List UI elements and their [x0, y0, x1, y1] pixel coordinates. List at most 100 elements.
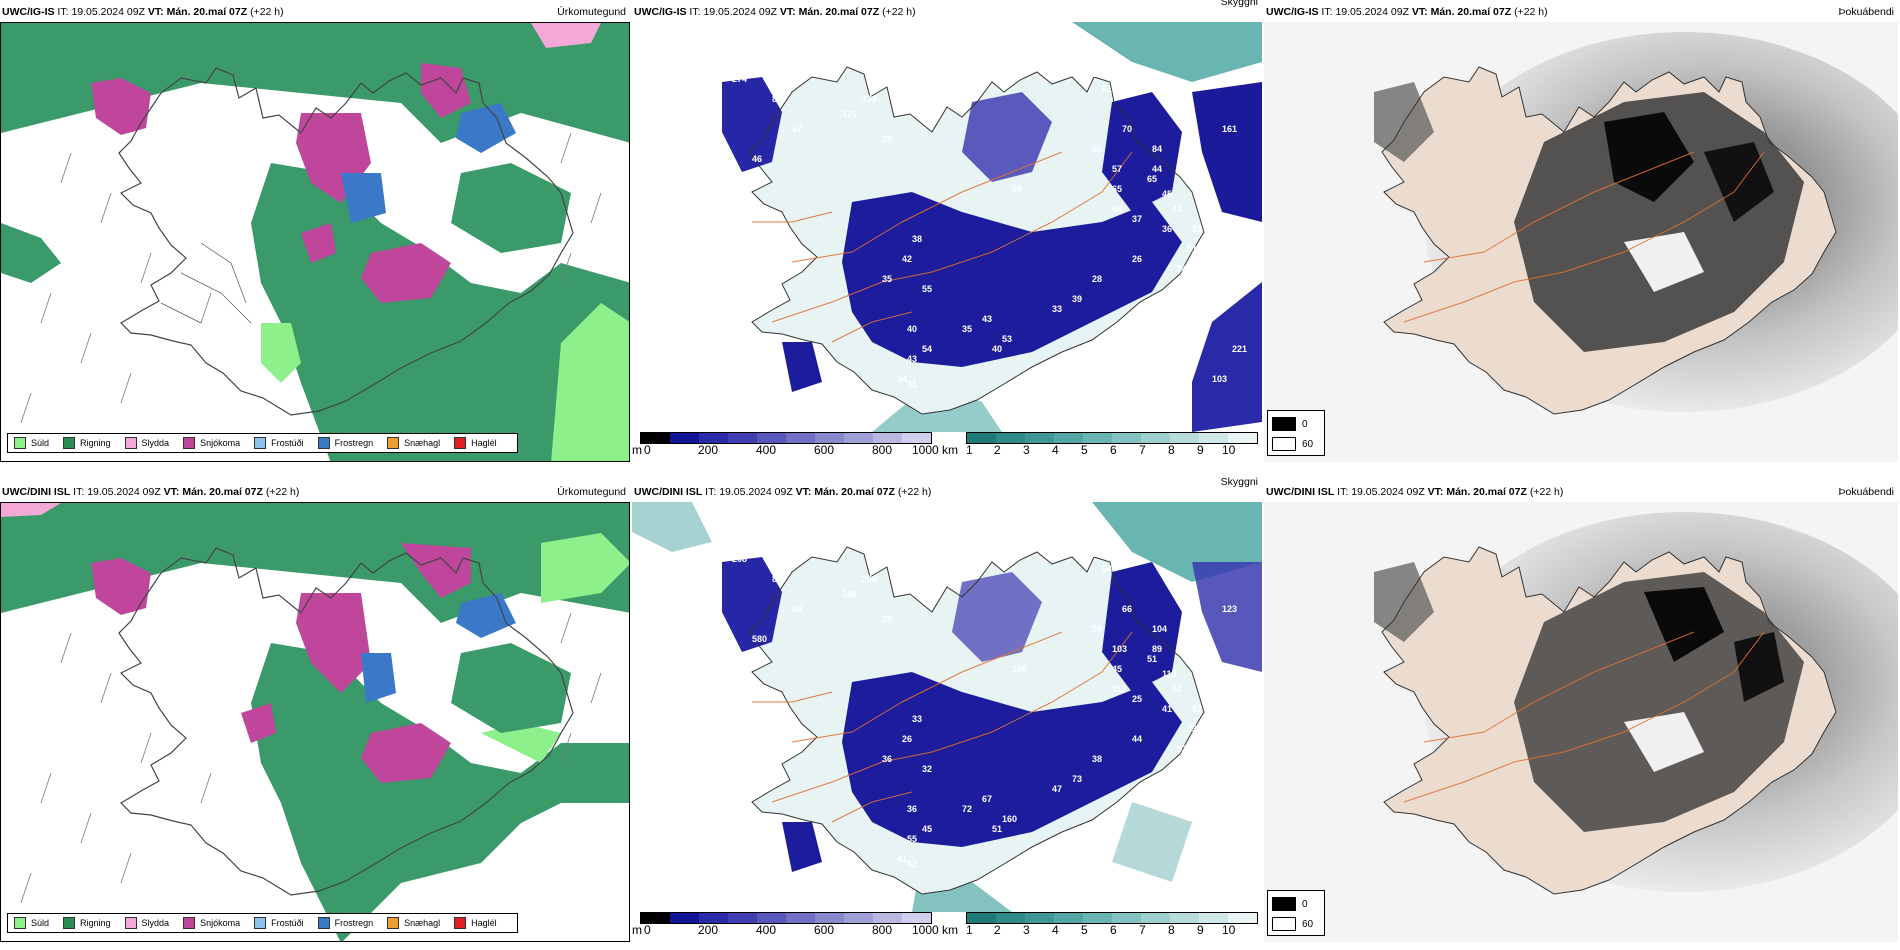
cloud-base-label: 40 — [907, 324, 917, 334]
cloud-base-label: 580 — [752, 634, 767, 644]
height-scale-bar — [640, 912, 932, 924]
cloud-base-label: 99 — [1012, 184, 1022, 194]
cloud-base-label: 33 — [1052, 304, 1062, 314]
cloud-base-label: 28 — [1222, 704, 1232, 714]
cloud-base-label: 43 — [982, 314, 992, 324]
cloud-base-label: 36 — [907, 804, 917, 814]
cloud-base-label: 45 — [1112, 664, 1122, 674]
cloud-base-label: 41 — [1162, 704, 1172, 714]
legend-item: Snjókoma — [183, 437, 240, 449]
cloud-base-label: 32 — [922, 764, 932, 774]
legend-item: Súld — [14, 437, 49, 449]
legend-item: Haglél — [454, 917, 497, 929]
panel-header: UWC/IG-IS IT: 19.05.2024 09Z VT: Mán. 20… — [1266, 6, 1548, 18]
cloud-base-label: 38 — [1092, 754, 1102, 764]
cloud-base-label: 35 — [882, 274, 892, 284]
precip-legend: Súld Rigning Slydda Snjókoma Frostúði Fr… — [7, 433, 518, 453]
cloud-base-label: 81 — [772, 574, 782, 584]
cloud-base-label: 85 — [1092, 144, 1102, 154]
precip-legend: Súld Rigning Slydda Snjókoma Frostúði Fr… — [7, 913, 518, 933]
cloud-base-label: 55 — [907, 834, 917, 844]
cloud-base-label: 189 — [842, 589, 857, 599]
cloud-base-label: 51 — [1102, 539, 1112, 549]
cloud-base-label: 36 — [1162, 224, 1172, 234]
cloud-base-label: 95 — [722, 164, 732, 174]
cloud-base-label: 33 — [1187, 724, 1197, 734]
cloud-base-label: 38 — [912, 234, 922, 244]
cloud-base-label: 68 — [1112, 204, 1122, 214]
legend-item: Frostregn — [317, 437, 373, 449]
cloud-base-label: 67 — [982, 794, 992, 804]
cloud-base-label: 113 — [1182, 124, 1197, 134]
cloud-base-label: 41 — [1172, 204, 1182, 214]
cloud-base-label: 118 — [1162, 669, 1177, 679]
cloud-base-label: 66 — [1122, 604, 1132, 614]
cloud-base-label: 25 — [1132, 694, 1142, 704]
cloud-base-label: 161 — [1222, 124, 1237, 134]
fog-index-map-dini: UWC/DINI ISL IT: 19.05.2024 09Z VT: Mán.… — [1264, 480, 1898, 942]
legend-item: Rigning — [63, 437, 111, 449]
cloud-base-label: 53 — [1002, 334, 1012, 344]
panel-header: UWC/IG-IS IT: 19.05.2024 09Z VT: Mán. 20… — [634, 6, 916, 18]
cloud-base-label: 54 — [922, 344, 932, 354]
fog-map-area: 0 60 — [1264, 502, 1898, 942]
cloud-base-label: 33 — [912, 714, 922, 724]
panel-header: UWC/DINI ISL IT: 19.05.2024 09Z VT: Mán.… — [1266, 486, 1564, 498]
cloud-base-label: 103 — [1112, 644, 1127, 654]
cloud-base-label: 73 — [1072, 774, 1082, 784]
cloud-base-label: 61 — [1102, 84, 1112, 94]
cloud-base-label: 36 — [882, 754, 892, 764]
cloud-base-label: 45 — [1162, 189, 1172, 199]
cloud-visibility-map-igis: UWC/IG-IS IT: 19.05.2024 09Z VT: Mán. 20… — [632, 0, 1262, 462]
cloud-base-label: 62 — [1172, 684, 1182, 694]
precip-type-map-igis: UWC/IG-IS IT: 19.05.2024 09Z VT: Mán. 20… — [0, 0, 630, 462]
panel-type-label: Úrkomutegund — [557, 486, 626, 498]
cloud-base-label: 42 — [902, 254, 912, 264]
cloud-base-label: 82 — [722, 644, 732, 654]
cloud-base-label: 47 — [1052, 784, 1062, 794]
panel-type-label: Úrkomutegund — [557, 6, 626, 18]
precip-type-map-dini: UWC/DINI ISL IT: 19.05.2024 09Z VT: Mán.… — [0, 480, 630, 942]
legend-item: Rigning — [63, 917, 111, 929]
legend-item: Frostúði — [254, 437, 304, 449]
visibility-scale-bar — [966, 432, 1258, 444]
cloud-base-label: 57 — [1177, 639, 1187, 649]
cloud-base-label: 124 — [1182, 604, 1197, 614]
cloud-base-label: 45 — [922, 824, 932, 834]
panel-header: UWC/DINI ISL IT: 19.05.2024 09Z VT: Mán.… — [634, 486, 932, 498]
precip-map-area: Súld Rigning Slydda Snjókoma Frostúði Fr… — [0, 502, 630, 942]
visibility-scale: km 1 2 3 4 5 6 7 8 9 10 — [942, 432, 1262, 460]
cloud-base-label: 149 — [1212, 854, 1227, 864]
cloud-base-label: 54 — [1092, 624, 1102, 634]
panel-type-label: Skyggni — [1220, 476, 1258, 488]
cloud-base-label: 84 — [1152, 144, 1162, 154]
cloud-base-label: 81 — [772, 94, 782, 104]
fog-map-area: 0 60 — [1264, 22, 1898, 462]
cloud-base-label: 103 — [1212, 374, 1227, 384]
cloud-base-label: 37 — [1132, 214, 1142, 224]
cloud-base-label: 165 — [1222, 224, 1237, 234]
cloud-base-label: 34 — [897, 374, 907, 384]
cloud-base-label: 42 — [907, 859, 917, 869]
cloud-base-label: 57 — [1112, 164, 1122, 174]
cloud-base-label: 26 — [902, 734, 912, 744]
cloud-base-label: 160 — [1002, 814, 1017, 824]
legend-item: Súld — [14, 917, 49, 929]
cloud-base-label: 35 — [882, 614, 892, 624]
height-scale: m 0 200 400 600 800 1000 — [632, 432, 942, 460]
cloud-base-label: 44 — [1132, 734, 1142, 744]
cloud-base-label: 20 — [882, 134, 892, 144]
cloud-map-area: 208 81 60 94 51 137 189 200 35 124 123 580 82 103 54 45… — [632, 502, 1262, 912]
cloud-base-label: 28 — [1092, 274, 1102, 284]
height-scale-bar — [640, 432, 932, 444]
panel-type-label: Þokuábendi — [1838, 486, 1894, 498]
legend-item: Frostúði — [254, 917, 304, 929]
cloud-base-label: 89 — [1152, 644, 1162, 654]
cloud-base-label: 65 — [1147, 174, 1157, 184]
visibility-scale: km 1 2 3 4 5 6 7 8 9 10 — [942, 912, 1262, 940]
cloud-base-label: 34 — [1177, 264, 1187, 274]
cloud-base-label: 171 — [842, 109, 857, 119]
cloud-base-label: 31 — [907, 379, 917, 389]
legend-item: Slydda — [124, 917, 169, 929]
cloud-base-label: 100 — [1012, 664, 1027, 674]
